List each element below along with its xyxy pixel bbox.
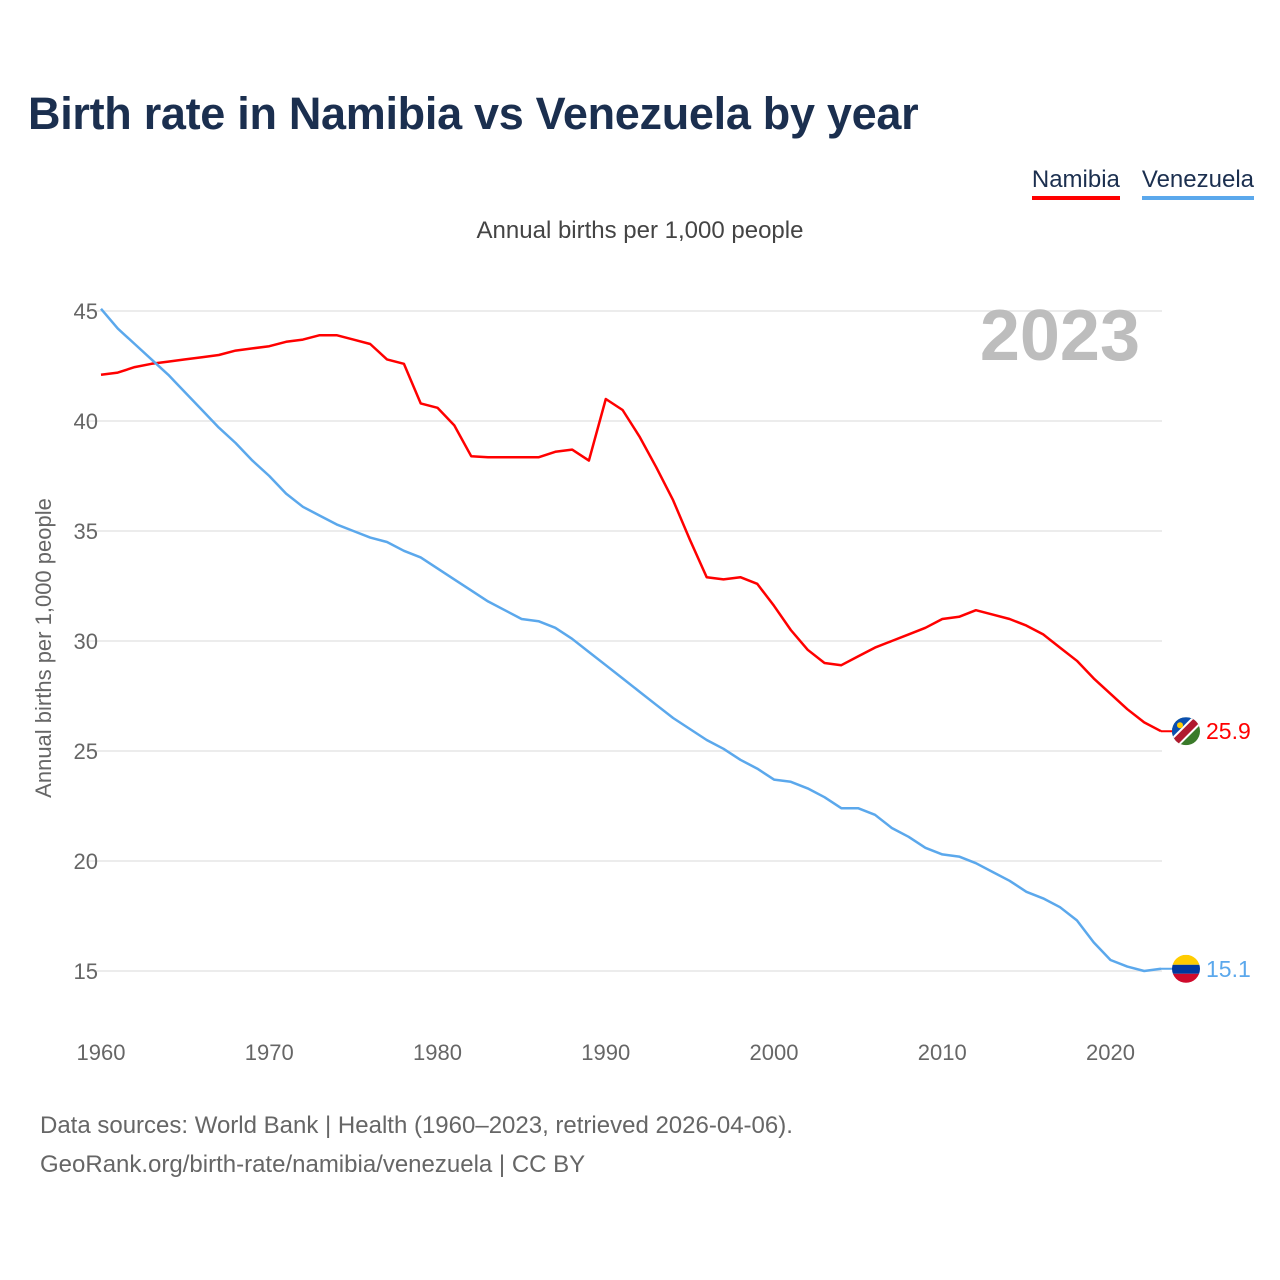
year-watermark: 2023 bbox=[980, 296, 1140, 376]
legend-venezuela[interactable]: Venezuela bbox=[1141, 166, 1254, 200]
chart-subtitle: Annual births per 1,000 people bbox=[476, 217, 804, 244]
end-value-label-venezuela: 15.1 bbox=[1206, 956, 1251, 982]
end-value-label-namibia: 25.9 bbox=[1206, 718, 1251, 744]
y-tick-label: 40 bbox=[74, 409, 98, 434]
namibia-flag-icon bbox=[1172, 717, 1200, 746]
x-tick-label: 2000 bbox=[750, 1040, 799, 1065]
venezuela-flag-icon bbox=[1172, 954, 1200, 983]
series-line-namibia bbox=[100, 333, 1162, 733]
footer: Data sources: World Bank | Health (1960–… bbox=[40, 1106, 793, 1184]
y-tick-label: 25 bbox=[74, 739, 98, 764]
y-tick-label: 35 bbox=[74, 519, 98, 544]
source-link[interactable]: GeoRank.org/birth-rate/namibia/venezuela… bbox=[40, 1151, 586, 1178]
data-sources: Data sources: World Bank | Health (1960–… bbox=[40, 1112, 793, 1139]
x-tick-label: 1970 bbox=[245, 1040, 294, 1065]
y-axis-label: Annual births per 1,000 people bbox=[31, 498, 56, 798]
x-tick-label: 1990 bbox=[581, 1040, 630, 1065]
x-tick-label: 1960 bbox=[77, 1040, 126, 1065]
x-tick-label: 2020 bbox=[1086, 1040, 1135, 1065]
series-line-venezuela bbox=[100, 307, 1162, 973]
x-tick-label: 2010 bbox=[918, 1040, 967, 1065]
chart-title: Birth rate in Namibia vs Venezuela by ye… bbox=[28, 88, 919, 139]
x-tick-label: 1980 bbox=[413, 1040, 462, 1065]
legend: Namibia Venezuela bbox=[1031, 166, 1254, 200]
y-tick-label: 45 bbox=[74, 299, 98, 324]
y-tick-label: 15 bbox=[74, 959, 98, 984]
y-tick-label: 30 bbox=[74, 629, 98, 654]
legend-namibia[interactable]: Namibia bbox=[1031, 166, 1120, 200]
y-tick-label: 20 bbox=[74, 849, 98, 874]
